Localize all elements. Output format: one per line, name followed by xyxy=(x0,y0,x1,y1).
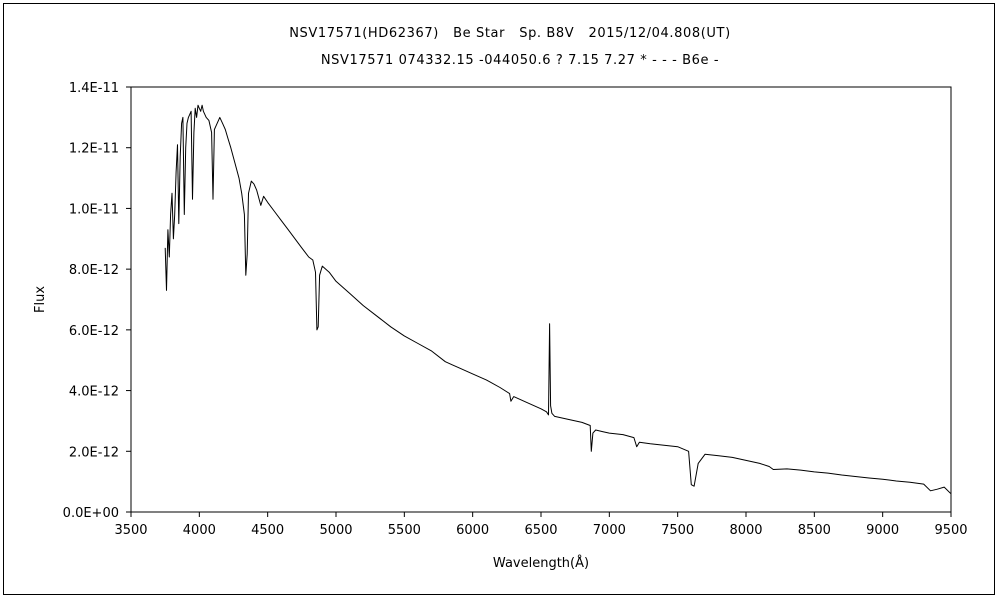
x-tick-label: 4500 xyxy=(251,523,284,538)
y-tick-label: 1.0E-11 xyxy=(69,202,119,217)
plot-area xyxy=(130,86,952,513)
x-tick-label: 6000 xyxy=(456,523,489,538)
x-tick-label: 7500 xyxy=(661,523,694,538)
spectrum-line xyxy=(164,104,952,495)
x-tick-label: 3500 xyxy=(114,523,147,538)
x-tick-label: 8000 xyxy=(729,523,762,538)
y-tick-label: 2.0E-12 xyxy=(69,445,119,460)
x-tick-label: 6500 xyxy=(524,523,557,538)
x-tick-label: 5500 xyxy=(388,523,421,538)
y-tick-label: 4.0E-12 xyxy=(69,385,119,400)
y-tick-label: 1.4E-11 xyxy=(69,81,119,96)
x-tick-label: 8500 xyxy=(798,523,831,538)
x-axis-label: Wavelength(Å) xyxy=(493,555,589,571)
y-tick-label: 6.0E-12 xyxy=(69,324,119,339)
x-tick-label: 4000 xyxy=(183,523,216,538)
y-tick-label: 8.0E-12 xyxy=(69,263,119,278)
x-axis: 3500 4000 4500 5000 5500 6000 6500 7000 7500 8000… xyxy=(114,512,968,538)
x-tick-label: 9500 xyxy=(934,523,967,538)
y-axis: 0.0E+00 2.0E-12 4.0E-12 6.0E-12 8.0E-12 1.0E-… xyxy=(63,81,131,521)
y-tick-label: 0.0E+00 xyxy=(63,506,119,521)
y-tick-label: 1.2E-11 xyxy=(69,142,119,157)
chart-title: NSV17571(HD62367) Be Star Sp. B8V 2015/1… xyxy=(289,26,731,41)
chart-frame xyxy=(3,3,995,595)
x-tick-label: 7000 xyxy=(593,523,626,538)
chart-subtitle: NSV17571 074332.15 -044050.6 ? 7.15 7.27… xyxy=(320,53,720,68)
y-axis-label: Flux xyxy=(33,286,48,313)
x-tick-label: 9000 xyxy=(866,523,899,538)
series-layer xyxy=(164,104,952,495)
x-tick-label: 5000 xyxy=(319,523,352,538)
